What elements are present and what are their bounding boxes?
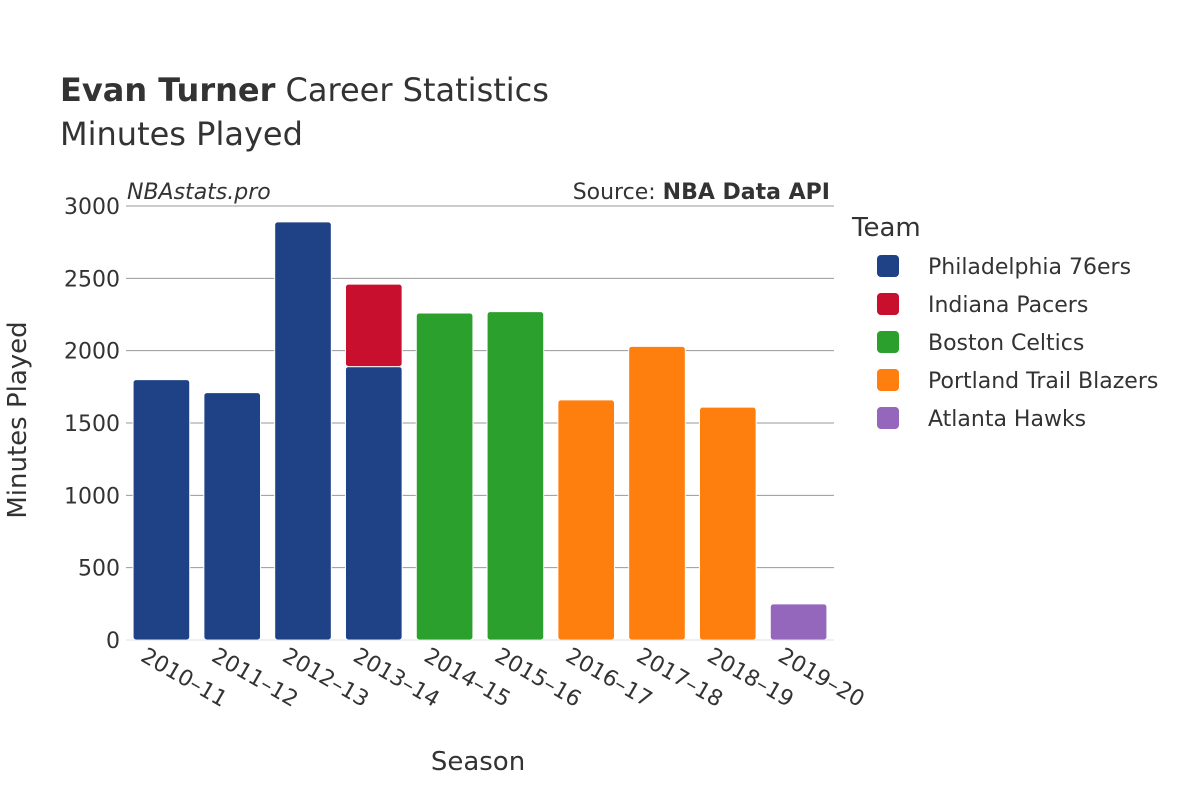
legend-label: Portland Trail Blazers bbox=[928, 369, 1158, 394]
watermark: NBAstats.pro bbox=[127, 180, 271, 205]
legend: Philadelphia 76ers Indiana Pacers Boston C… bbox=[877, 255, 1158, 432]
bar-2014–15-boston-celtics bbox=[415, 312, 474, 641]
bar-2019–20-atlanta-hawks bbox=[769, 603, 828, 641]
chart-title: Evan Turner Career Statistics Minutes Pl… bbox=[60, 68, 549, 156]
x-axis-title: Season bbox=[431, 747, 525, 777]
legend-swatch bbox=[877, 255, 899, 277]
bar-2015–16-boston-celtics bbox=[486, 311, 545, 641]
bar-2017–18-portland-trail-blazers bbox=[628, 345, 686, 641]
bars bbox=[132, 221, 828, 641]
legend-label: Atlanta Hawks bbox=[928, 407, 1086, 432]
y-tick-label: 500 bbox=[78, 557, 120, 582]
bar-2012–13-philadelphia-76ers bbox=[274, 221, 332, 641]
title-rest: Career Statistics bbox=[285, 71, 549, 109]
source-label: Source: NBA Data API bbox=[573, 180, 830, 205]
source-name: NBA Data API bbox=[663, 180, 830, 205]
legend-label: Indiana Pacers bbox=[928, 293, 1088, 318]
legend-swatch bbox=[877, 369, 899, 391]
y-tick-label: 0 bbox=[106, 629, 120, 654]
bar-2018–19-portland-trail-blazers bbox=[698, 406, 757, 641]
y-axis-ticks: 0 500 1000 1500 2000 2500 3000 bbox=[64, 195, 120, 654]
x-axis-ticks: 2010–112011–122012–132013–142014–152015–… bbox=[136, 644, 868, 713]
source-prefix: Source: bbox=[573, 180, 663, 205]
bar-2010–11-philadelphia-76ers bbox=[132, 379, 191, 641]
bar-2013–14-philadelphia-76ers bbox=[344, 366, 403, 641]
y-tick-label: 1500 bbox=[64, 412, 120, 437]
y-axis-title: Minutes Played bbox=[3, 321, 33, 518]
y-tick-label: 2500 bbox=[64, 267, 120, 292]
legend-swatch bbox=[877, 407, 899, 429]
y-tick-label: 2000 bbox=[64, 340, 120, 365]
title-line: Evan Turner Career Statistics bbox=[60, 68, 549, 112]
legend-swatch bbox=[877, 331, 899, 353]
y-tick-label: 1000 bbox=[64, 484, 120, 509]
legend-title: Team bbox=[851, 213, 921, 243]
bar-2013–14-indiana-pacers bbox=[344, 283, 403, 368]
legend-label: Boston Celtics bbox=[928, 331, 1084, 356]
bar-2011–12-philadelphia-76ers bbox=[203, 392, 262, 641]
legend-label: Philadelphia 76ers bbox=[928, 255, 1131, 280]
chart-subtitle: Minutes Played bbox=[60, 115, 303, 153]
bar-2016–17-portland-trail-blazers bbox=[557, 399, 616, 641]
y-tick-label: 3000 bbox=[64, 195, 120, 220]
title-player-name: Evan Turner bbox=[60, 71, 276, 109]
legend-swatch bbox=[877, 293, 899, 315]
